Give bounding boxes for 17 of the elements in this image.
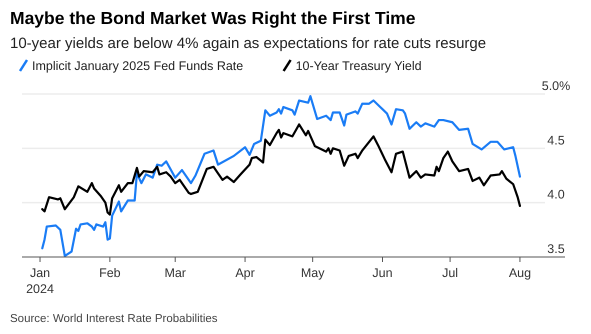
- x-tick-label: Aug: [508, 266, 532, 280]
- y-tick-label: 4.0: [547, 188, 565, 202]
- legend-label: Implicit January 2025 Fed Funds Rate: [32, 59, 244, 73]
- x-tick-label: Mar: [164, 266, 186, 280]
- chart-subtitle: 10-year yields are below 4% again as expectations for rate cuts resurge: [10, 35, 486, 52]
- y-tick-label: 4.5: [547, 133, 565, 148]
- y-tick-label: 3.5: [547, 242, 565, 256]
- x-tick-label: Apr: [235, 266, 255, 280]
- source-note: Source: World Interest Rate Probabilities: [10, 313, 218, 325]
- x-tick-label: May: [300, 266, 326, 280]
- chart-title: Maybe the Bond Market Was Right the First Time: [10, 8, 416, 28]
- y-tick-label: 5.0%: [542, 79, 570, 93]
- x-tick-label: Jul: [442, 266, 458, 280]
- x-tick-label: Feb: [99, 266, 121, 280]
- legend-label: 10-Year Treasury Yield: [296, 59, 422, 73]
- x-tick-label: Jun: [372, 266, 393, 280]
- x-tick-label: Jan 2024: [26, 266, 54, 296]
